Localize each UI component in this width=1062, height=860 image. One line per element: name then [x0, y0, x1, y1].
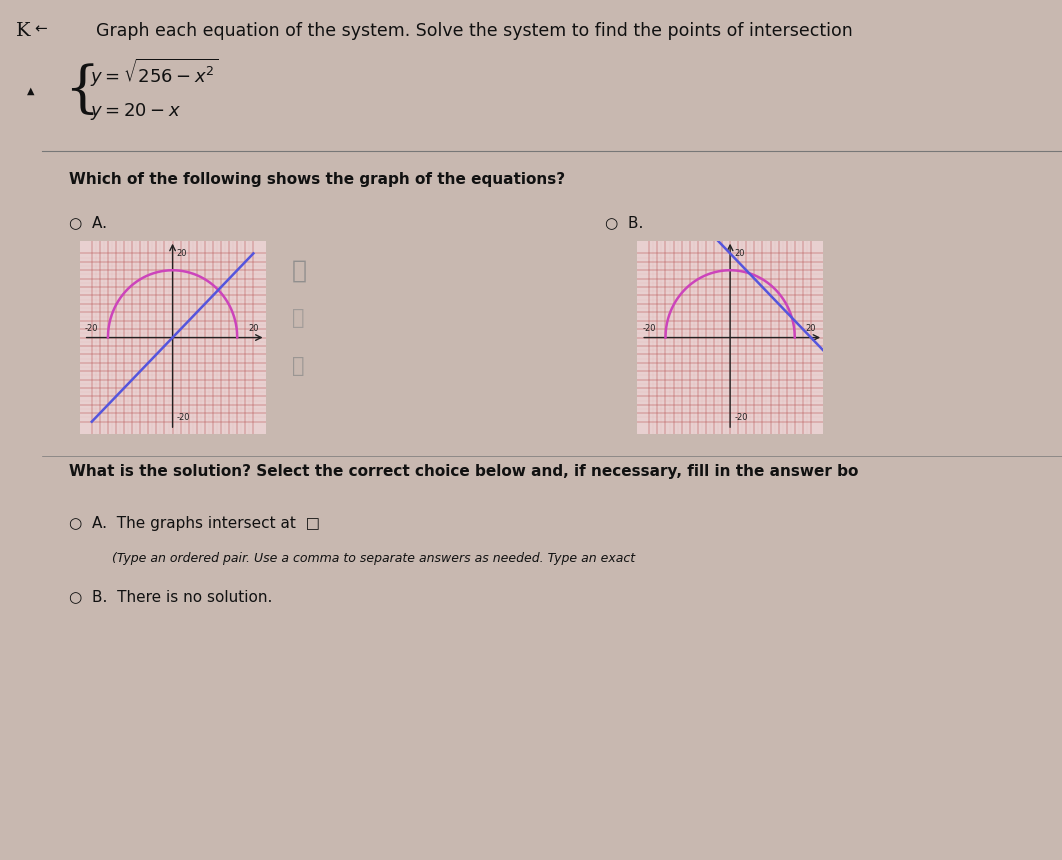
Text: ○  A.: ○ A.: [69, 215, 107, 230]
Text: ○  A.  The graphs intersect at  □: ○ A. The graphs intersect at □: [69, 516, 320, 531]
Text: $y=20-x$: $y=20-x$: [90, 101, 182, 122]
Text: 🔍: 🔍: [292, 259, 307, 283]
Text: -20: -20: [643, 324, 656, 333]
Text: K: K: [16, 22, 31, 40]
Text: (Type an ordered pair. Use a comma to separate answers as needed. Type an exact: (Type an ordered pair. Use a comma to se…: [112, 552, 635, 565]
Text: ▲: ▲: [27, 85, 34, 95]
Text: -20: -20: [176, 413, 190, 421]
Text: ○  B.: ○ B.: [605, 215, 644, 230]
Text: Which of the following shows the graph of the equations?: Which of the following shows the graph o…: [69, 172, 565, 187]
Text: 🔍: 🔍: [292, 308, 305, 329]
Text: 20: 20: [806, 324, 817, 333]
Text: 20: 20: [249, 324, 259, 333]
Text: $y=\sqrt{256-x^2}$: $y=\sqrt{256-x^2}$: [90, 57, 219, 89]
Text: ⧉: ⧉: [292, 355, 305, 376]
Text: 20: 20: [176, 249, 187, 258]
Text: ○  B.  There is no solution.: ○ B. There is no solution.: [69, 589, 273, 604]
Text: {: {: [64, 63, 99, 118]
Text: -20: -20: [85, 324, 99, 333]
Text: ←: ←: [34, 22, 47, 36]
Text: -20: -20: [734, 413, 748, 421]
Text: 20: 20: [734, 249, 744, 258]
Text: Graph each equation of the system. Solve the system to find the points of inters: Graph each equation of the system. Solve…: [96, 22, 853, 40]
Text: What is the solution? Select the correct choice below and, if necessary, fill in: What is the solution? Select the correct…: [69, 464, 858, 479]
